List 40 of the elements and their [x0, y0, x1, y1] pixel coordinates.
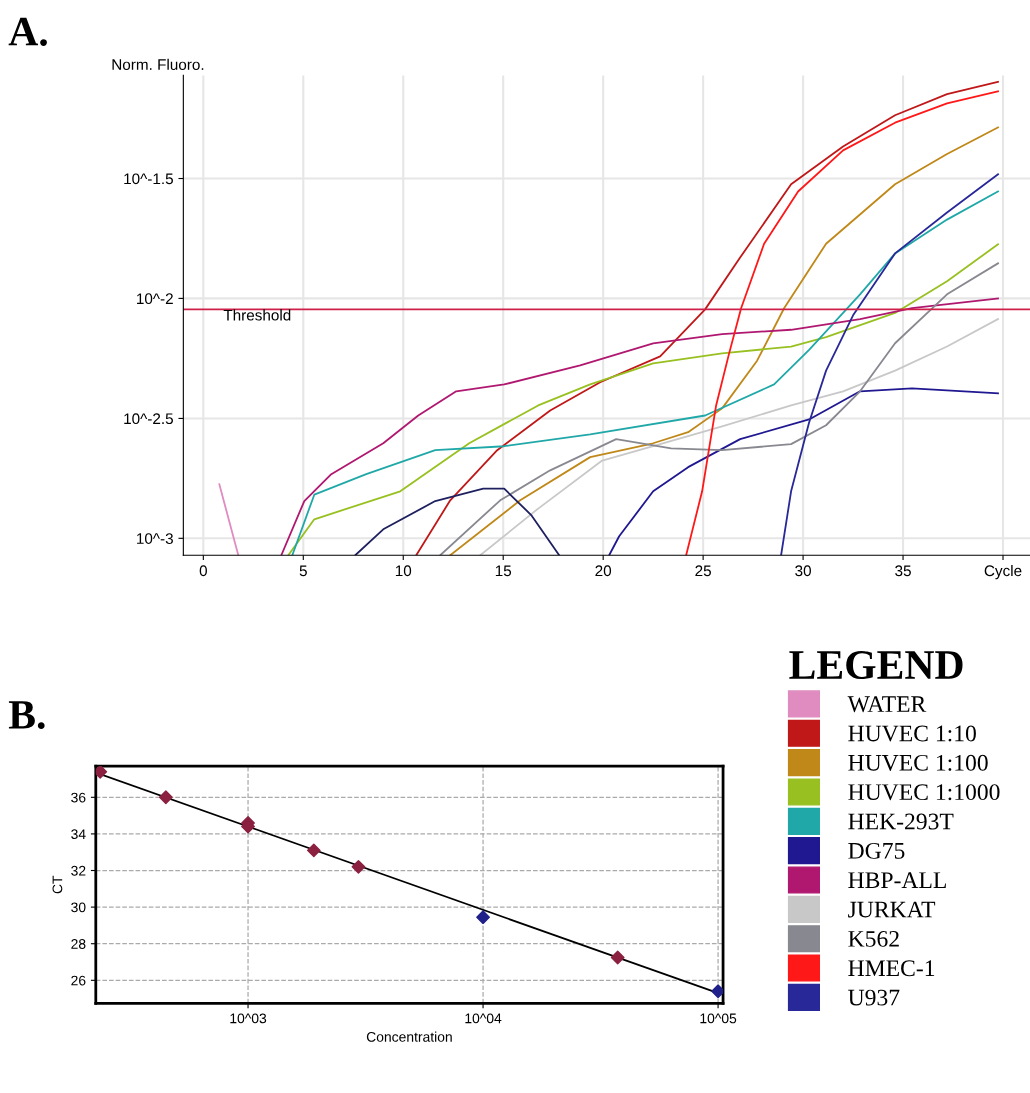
y-axis-title: Norm. Fluoro. — [112, 58, 204, 70]
chart-title: B. — [8, 701, 45, 730]
y-tick-label: 10^-2.5 — [124, 413, 173, 425]
legend-label: HBP-ALL — [848, 872, 946, 888]
legend-title: LEGEND — [789, 651, 963, 680]
legend-label: WATER — [847, 696, 927, 713]
y-tick-label: 10^-2 — [137, 293, 173, 305]
y-axis-title: CT — [52, 875, 63, 894]
x-tick-label: 5 — [299, 565, 307, 577]
x-tick-label: 0 — [199, 565, 207, 577]
y-tick-label: 36 — [71, 792, 86, 803]
y-tick-label: 28 — [71, 939, 86, 949]
y-tick-label: 30 — [71, 902, 86, 913]
x-tick-label: 10^05 — [700, 1013, 737, 1024]
ref-line-label: Threshold — [223, 309, 291, 321]
legend-label: HUVEC 1:1000 — [848, 784, 1000, 801]
legend-label: HEK-293T — [848, 813, 954, 830]
y-tick-label: 26 — [71, 975, 86, 986]
legend-label: U937 — [848, 989, 900, 1006]
legend-label: HMEC-1 — [848, 960, 935, 977]
legend-label: DG75 — [848, 842, 905, 859]
legend-label: HUVEC 1:10 — [848, 725, 976, 742]
y-tick-label: 10^-3 — [137, 533, 173, 544]
x-tick-label: 35 — [895, 565, 911, 577]
x-tick-label: 10^03 — [230, 1013, 267, 1024]
chart-title: A. — [8, 17, 47, 46]
y-tick-label: 10^-1.5 — [124, 173, 173, 185]
legend-label: HUVEC 1:100 — [848, 754, 988, 771]
legend-label: JURKAT — [848, 901, 936, 918]
x-tick-label: Cycle — [984, 564, 1022, 580]
y-tick-label: 32 — [71, 865, 86, 876]
x-tick-label: 15 — [495, 565, 512, 577]
x-tick-label: 25 — [695, 565, 711, 577]
y-tick-label: 34 — [71, 829, 86, 840]
x-tick-label: 10^04 — [465, 1013, 502, 1024]
legend-label: K562 — [848, 930, 899, 947]
x-tick-label: 20 — [595, 565, 612, 577]
x-tick-label: 10 — [395, 565, 412, 577]
x-tick-label: 30 — [795, 565, 811, 577]
x-axis-title: Concentration — [366, 1031, 452, 1042]
